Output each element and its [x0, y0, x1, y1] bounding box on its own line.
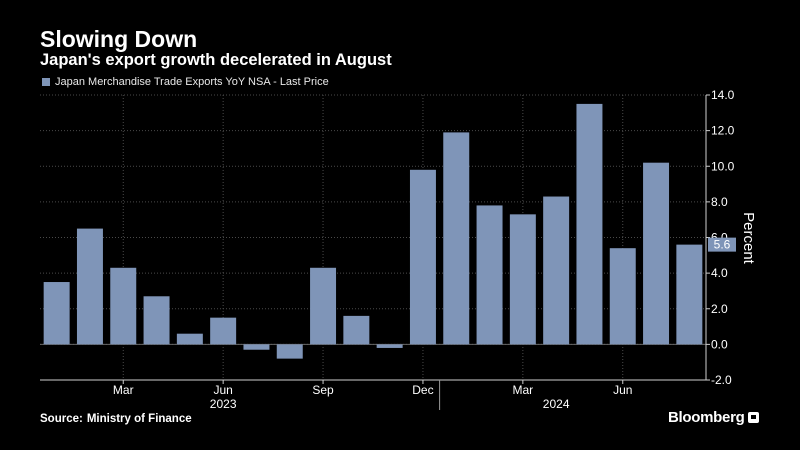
x-tick-label: Dec: [412, 383, 433, 397]
bar-2023-11: [376, 344, 403, 348]
y-tick-label: 10.0: [711, 159, 735, 173]
source-label: Source:: [40, 413, 83, 425]
bar-2023-02: [76, 228, 103, 345]
chart-title: Slowing Down: [40, 26, 198, 52]
legend-label: Japan Merchandise Trade Exports YoY NSA …: [55, 76, 329, 88]
x-tick-label: Sep: [312, 383, 334, 397]
last-value-marker: [708, 237, 736, 252]
x-tick-label: Mar: [513, 383, 534, 397]
brand-text: Bloomberg: [668, 409, 745, 426]
y-tick-label: -2.0: [711, 373, 732, 387]
bar-2023-05: [176, 333, 203, 345]
last-value-label: 5.6: [714, 238, 731, 252]
source-value: Ministry of Finance: [86, 413, 192, 425]
y-tick-label: 8.0: [711, 195, 728, 209]
bar-2024-07: [643, 162, 670, 345]
y-tick-label: 2.0: [711, 302, 728, 316]
y-tick-label: 12.0: [711, 124, 735, 138]
bar-2023-06: [210, 317, 237, 345]
bar-2024-01: [443, 132, 470, 345]
legend: Japan Merchandise Trade Exports YoY NSA …: [42, 76, 329, 88]
bar-2024-05: [576, 103, 603, 345]
x-tick-label: Mar: [113, 383, 134, 397]
bar-2023-10: [343, 315, 370, 345]
legend-swatch: [42, 78, 50, 86]
bar-2024-08: [676, 244, 703, 345]
bloomberg-logo: Bloomberg: [668, 409, 760, 426]
bar-2024-02: [476, 205, 503, 345]
y-tick-label: 14.0: [711, 88, 735, 102]
y-axis-title: Percent: [740, 212, 757, 265]
y-tick-label: 4.0: [711, 266, 728, 280]
bar-2024-06: [609, 248, 636, 345]
year-label: 2023: [210, 397, 237, 411]
y-tick-label: 0.0: [711, 337, 728, 351]
chart-subtitle: Japan's export growth decelerated in Aug…: [40, 51, 392, 69]
bar-2024-03: [509, 214, 536, 345]
bar-2023-09: [310, 267, 337, 345]
bloomberg-icon: [748, 412, 760, 423]
bar-2023-01: [43, 282, 70, 345]
bar-2023-08: [276, 344, 303, 359]
bar-2023-03: [110, 267, 137, 345]
bar-2023-07: [243, 344, 270, 350]
bar-2023-12: [409, 169, 436, 345]
x-tick-label: Jun: [613, 383, 632, 397]
source-note: Source: Ministry of Finance: [40, 413, 192, 425]
bar-2023-04: [143, 296, 170, 345]
bar-2024-04: [543, 196, 570, 345]
year-label: 2024: [543, 397, 570, 411]
x-tick-label: Jun: [213, 383, 232, 397]
